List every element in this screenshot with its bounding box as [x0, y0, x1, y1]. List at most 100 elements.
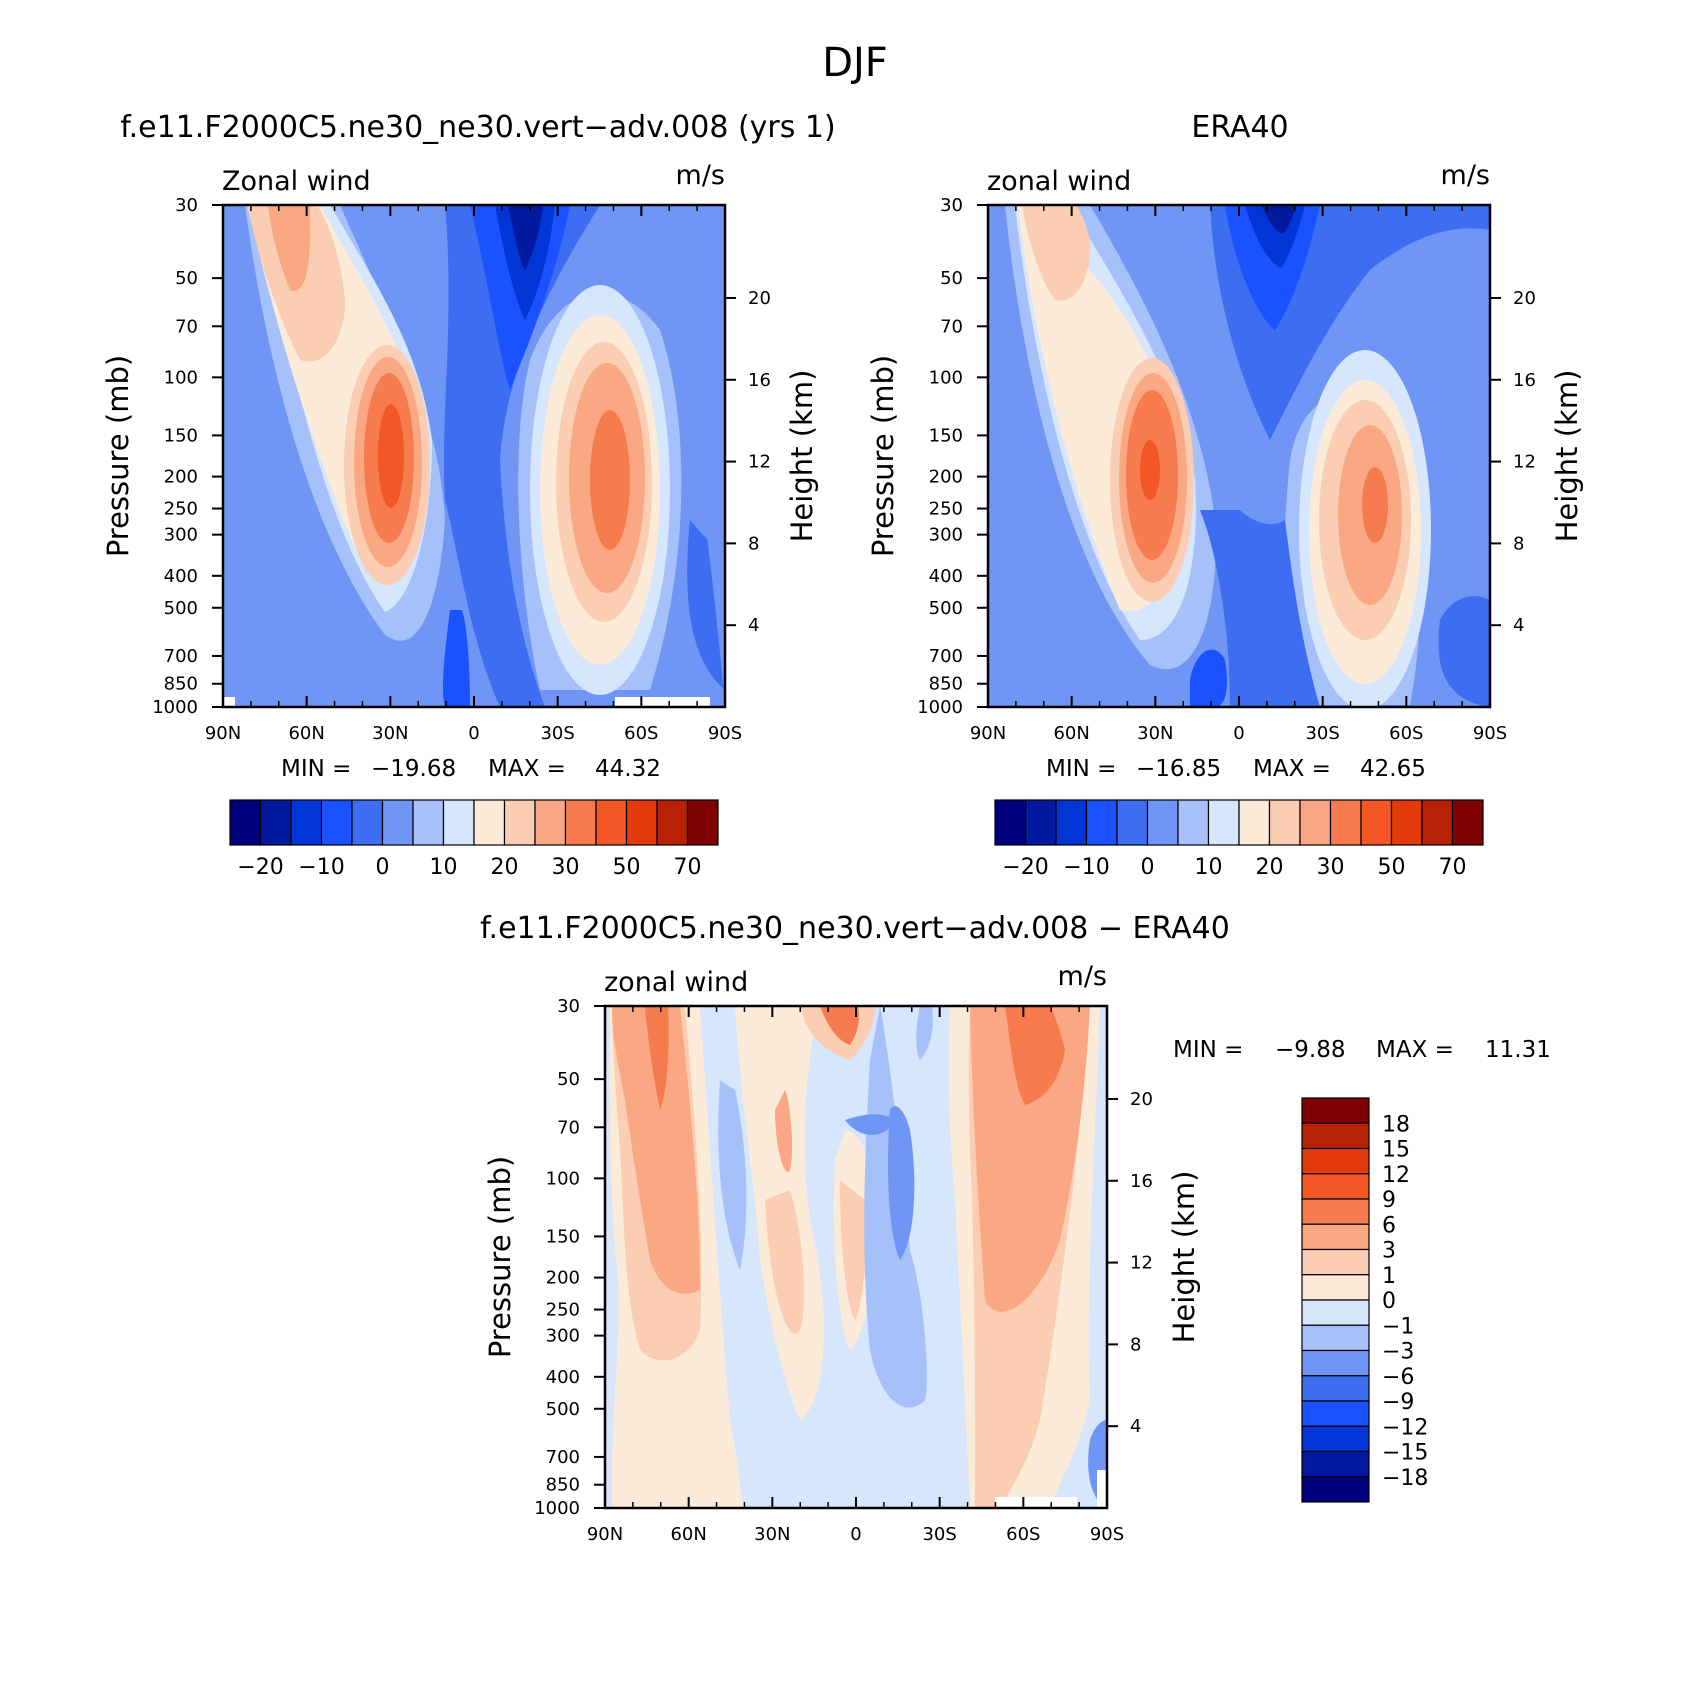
- y-tick-label: 50: [557, 1069, 580, 1090]
- colorbar-label: 0: [376, 855, 390, 880]
- colorbar-box: [1055, 799, 1088, 846]
- x-tick-label: 60S: [624, 723, 658, 744]
- panel-model-field: [223, 205, 725, 707]
- y-tick-label: 70: [175, 316, 198, 337]
- panel-difference-title: f.e11.F2000C5.ne30_ne30.vert−adv.008 − E…: [480, 911, 1230, 946]
- colorbar-box: [1301, 1223, 1370, 1251]
- y-right-tick-label: 12: [1513, 452, 1536, 473]
- colorbar-box: [1207, 799, 1240, 846]
- colorbar-label: 0: [1382, 1289, 1396, 1314]
- y-tick-label: 100: [546, 1168, 580, 1189]
- panel-era40-max-value: 42.65: [1360, 756, 1426, 782]
- x-tick-label: 90N: [587, 1524, 623, 1545]
- y-tick-label: 300: [546, 1326, 580, 1347]
- y-right-tick-label: 12: [1130, 1253, 1153, 1274]
- y-tick-label: 30: [940, 195, 963, 216]
- colorbar-label: −10: [1063, 855, 1109, 880]
- x-tick-label: 0: [468, 723, 479, 744]
- colorbar-box: [1301, 1400, 1370, 1427]
- panel-model: f.e11.F2000C5.ne30_ne30.vert−adv.008 (yr…: [101, 110, 836, 880]
- y-tick-label: 850: [546, 1475, 580, 1496]
- panel-difference-field: [605, 1006, 1107, 1508]
- y-tick-label: 1000: [917, 697, 963, 718]
- y-tick-label: 100: [164, 367, 198, 388]
- y-tick-label: 300: [164, 525, 198, 546]
- colorbar-label: −20: [1002, 855, 1048, 880]
- y-tick-label: 70: [557, 1117, 580, 1138]
- y-right-tick-label: 8: [1130, 1334, 1141, 1355]
- y-right-tick-label: 4: [1130, 1416, 1141, 1437]
- colorbar-box: [534, 799, 567, 846]
- colorbar-box: [1301, 1097, 1370, 1124]
- panel-difference-min-label: MIN =: [1173, 1037, 1243, 1063]
- colorbar-box: [473, 799, 506, 846]
- colorbar-box: [1301, 1425, 1370, 1453]
- y-tick-label: 400: [546, 1367, 580, 1388]
- y-tick-label: 200: [546, 1268, 580, 1289]
- colorbar-box: [1301, 1274, 1370, 1301]
- x-tick-label: 30N: [1137, 723, 1173, 744]
- colorbar-box: [320, 799, 353, 846]
- colorbar-box: [412, 799, 445, 846]
- panel-model-title: f.e11.F2000C5.ne30_ne30.vert−adv.008 (yr…: [120, 110, 835, 145]
- colorbar-box: [351, 799, 384, 846]
- y-tick-label: 150: [546, 1226, 580, 1247]
- panel-era40-left-label: zonal wind: [987, 166, 1131, 197]
- colorbar-box: [503, 799, 536, 846]
- panel-era40-min-label: MIN =: [1046, 756, 1116, 782]
- y-tick-label: 100: [929, 367, 963, 388]
- colorbar-box: [1301, 1324, 1370, 1352]
- y-tick-label: 500: [164, 598, 198, 619]
- colorbar-label: 20: [1256, 855, 1284, 880]
- y-tick-label: 30: [557, 996, 580, 1017]
- colorbar-label: 9: [1382, 1188, 1396, 1213]
- colorbar-box: [686, 799, 719, 846]
- colorbar-label: 50: [613, 855, 641, 880]
- y-tick-label: 150: [164, 425, 198, 446]
- colorbar-label: 0: [1141, 855, 1155, 880]
- colorbar-box: [1301, 1349, 1370, 1377]
- colorbar-box: [994, 799, 1027, 846]
- panel-model-ylabel: Pressure (mb): [101, 355, 135, 557]
- colorbar-box: [1177, 799, 1210, 846]
- x-tick-label: 90S: [1090, 1524, 1124, 1545]
- x-tick-label: 90S: [1473, 723, 1507, 744]
- y-right-tick-label: 16: [1513, 370, 1536, 391]
- panel-difference-ylabel-right: Height (km): [1167, 1171, 1201, 1344]
- colorbar-label: 70: [674, 855, 702, 880]
- colorbar-box: [625, 799, 658, 846]
- panel-difference: f.e11.F2000C5.ne30_ne30.vert−adv.008 − E…: [480, 911, 1551, 1545]
- y-right-tick-label: 16: [748, 370, 771, 391]
- y-tick-label: 50: [175, 268, 198, 289]
- colorbar-label: 10: [430, 855, 458, 880]
- colorbar-box: [1301, 1299, 1370, 1326]
- figure-title: DJF: [822, 40, 888, 86]
- colorbar-label: 20: [491, 855, 519, 880]
- colorbar-label: 10: [1195, 855, 1223, 880]
- colorbar-box: [1329, 799, 1362, 846]
- x-tick-label: 30N: [754, 1524, 790, 1545]
- colorbar-label: −10: [298, 855, 344, 880]
- y-tick-label: 250: [546, 1300, 580, 1321]
- y-tick-label: 850: [929, 674, 963, 695]
- colorbar-label: −9: [1382, 1390, 1414, 1415]
- colorbar-label: 3: [1382, 1239, 1396, 1264]
- y-right-tick-label: 8: [748, 533, 759, 554]
- x-tick-label: 0: [1233, 723, 1244, 744]
- panel-era40: ERA40 zonal wind m/s: [866, 110, 1584, 880]
- panel-model-left-label: Zonal wind: [222, 166, 371, 197]
- colorbar-label: 6: [1382, 1213, 1396, 1238]
- y-tick-label: 150: [929, 425, 963, 446]
- x-tick-label: 60N: [1053, 723, 1089, 744]
- panel-era40-field: [988, 205, 1490, 707]
- y-tick-label: 400: [164, 566, 198, 587]
- panel-model-units: m/s: [676, 160, 725, 191]
- colorbar-label: 1: [1382, 1264, 1396, 1289]
- y-tick-label: 700: [164, 646, 198, 667]
- y-tick-label: 1000: [534, 1498, 580, 1519]
- colorbar-box: [442, 799, 475, 846]
- x-tick-label: 90S: [708, 723, 742, 744]
- colorbar-label: −12: [1382, 1415, 1428, 1440]
- colorbar-box: [1301, 1248, 1370, 1276]
